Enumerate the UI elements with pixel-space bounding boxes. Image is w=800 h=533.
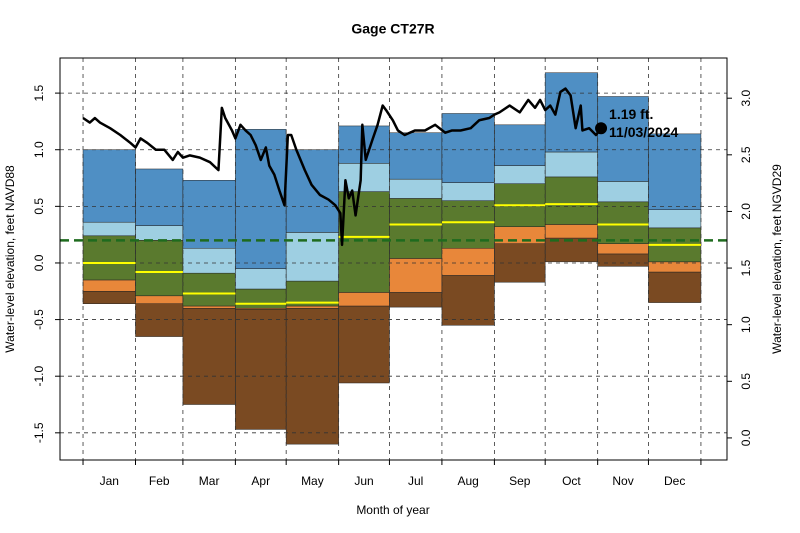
x-tick-label: Oct xyxy=(562,474,581,488)
y2-tick-label: 3.0 xyxy=(739,90,753,107)
percentile-band xyxy=(135,295,184,304)
percentile-band xyxy=(494,124,546,166)
percentile-band xyxy=(182,305,236,309)
percentile-band xyxy=(135,168,184,226)
percentile-band xyxy=(235,268,287,290)
last-value-label: 1.19 ft. xyxy=(609,106,653,122)
x-axis-label: Month of year xyxy=(356,503,429,517)
y2-tick-label: 2.5 xyxy=(739,146,753,163)
percentile-band xyxy=(82,235,136,281)
percentile-band xyxy=(338,305,390,384)
x-tick-label: Aug xyxy=(457,474,478,488)
percentile-band xyxy=(82,149,136,223)
x-tick-label: May xyxy=(301,474,324,488)
x-tick-label: Nov xyxy=(612,474,633,488)
percentile-band xyxy=(544,237,598,263)
percentile-band xyxy=(389,258,443,293)
y2-tick-label: 0.0 xyxy=(739,429,753,446)
percentile-band xyxy=(648,209,702,229)
last-date-label: 11/03/2024 xyxy=(609,124,679,140)
percentile-band xyxy=(441,247,495,276)
y-tick-label: 0.0 xyxy=(32,254,46,271)
percentile-band xyxy=(389,198,443,259)
percentile-band xyxy=(544,72,598,153)
percentile-band xyxy=(135,225,184,241)
percentile-band xyxy=(338,292,390,307)
percentile-band xyxy=(235,309,287,430)
percentile-band xyxy=(494,165,546,184)
x-tick-label: Sep xyxy=(509,474,531,488)
percentile-band xyxy=(285,149,339,233)
x-tick-label: Feb xyxy=(149,474,170,488)
x-tick-label: Mar xyxy=(199,474,220,488)
percentile-band xyxy=(544,224,598,239)
y-tick-label: -1.5 xyxy=(32,422,46,443)
plot-frame xyxy=(59,57,728,461)
percentile-band xyxy=(544,151,598,178)
x-tick-label: Apr xyxy=(251,474,270,488)
percentile-band xyxy=(389,132,443,180)
percentile-band xyxy=(82,221,136,237)
percentile-band xyxy=(389,292,443,308)
percentile-band xyxy=(441,182,495,201)
percentile-band xyxy=(135,240,184,297)
percentile-band xyxy=(597,201,649,244)
percentile-band xyxy=(338,191,390,293)
percentile-band xyxy=(82,291,136,304)
percentile-band xyxy=(648,133,702,210)
y2-tick-label: 1.0 xyxy=(739,316,753,333)
water-level-line xyxy=(82,87,603,247)
percentile-band xyxy=(235,129,287,269)
percentile-band xyxy=(544,176,598,225)
y-tick-label: 1.5 xyxy=(32,84,46,101)
percentile-band xyxy=(597,96,649,182)
percentile-band xyxy=(597,243,649,255)
x-tick-label: Jun xyxy=(354,474,373,488)
y2-tick-label: 0.5 xyxy=(739,373,753,390)
y-tick-label: -0.5 xyxy=(32,309,46,330)
percentile-band xyxy=(285,305,339,309)
chart-title: Gage CT27R xyxy=(351,21,434,37)
percentile-band xyxy=(648,271,702,303)
percentile-band xyxy=(597,181,649,203)
percentile-band xyxy=(182,180,236,249)
y-tick-label: -1.0 xyxy=(32,366,46,387)
last-point xyxy=(595,122,608,135)
y-tick-label: 1.0 xyxy=(32,141,46,158)
y2-tick-label: 2.0 xyxy=(739,203,753,220)
percentile-band xyxy=(82,279,136,292)
y-axis-label: Water-level elevation, feet NAVD88 xyxy=(3,165,17,353)
percentile-band xyxy=(389,178,443,199)
percentile-band xyxy=(597,253,649,267)
x-tick-label: Jul xyxy=(408,474,423,488)
percentile-band xyxy=(135,303,184,337)
y-tick-label: 0.5 xyxy=(32,198,46,215)
y2-axis-label: Water-level elevation, feet NGVD29 xyxy=(770,164,784,354)
percentile-band xyxy=(441,275,495,326)
percentile-band xyxy=(182,272,236,307)
x-tick-label: Dec xyxy=(664,474,685,488)
x-tick-label: Jan xyxy=(100,474,119,488)
percentile-band xyxy=(182,247,236,274)
percentile-band xyxy=(182,308,236,405)
y2-tick-label: 1.5 xyxy=(739,259,753,276)
percentile-band xyxy=(235,288,287,309)
percentile-band xyxy=(441,113,495,183)
